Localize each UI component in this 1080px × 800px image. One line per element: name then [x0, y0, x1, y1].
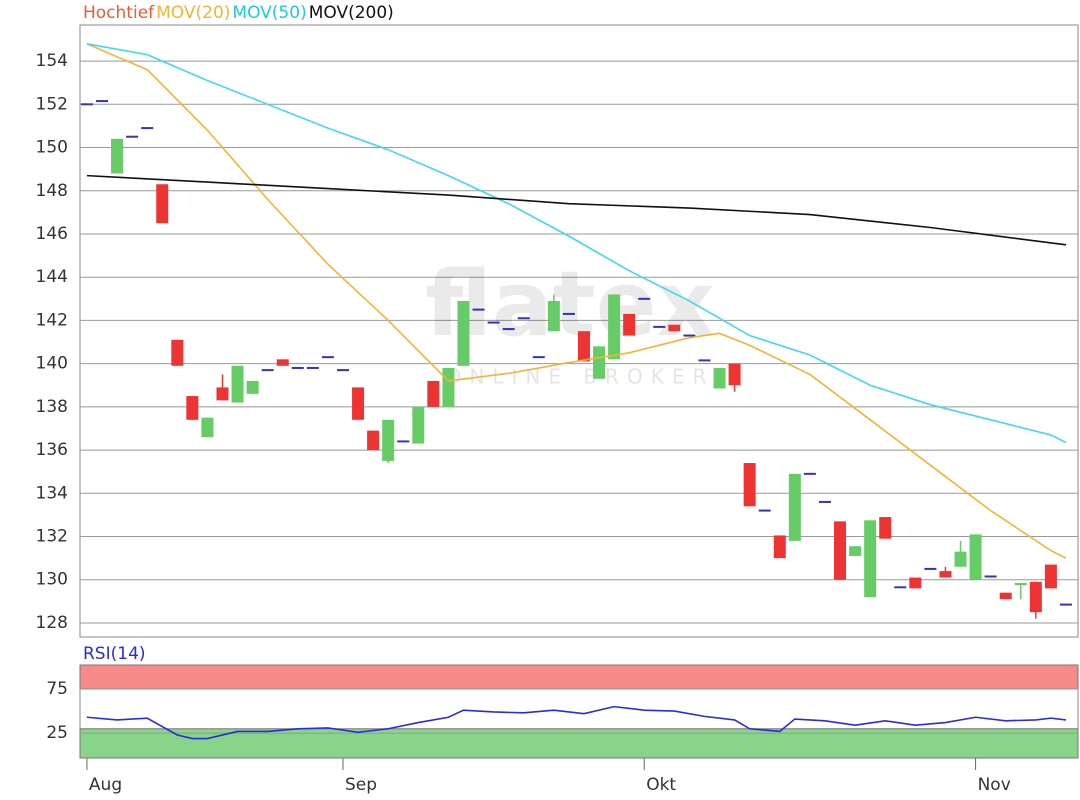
y-tick-label: 132 — [36, 527, 68, 547]
candle-body — [803, 472, 816, 475]
candle-body — [201, 417, 214, 438]
rsi-band — [79, 664, 1079, 690]
candle-body — [864, 520, 877, 598]
candle-body — [186, 396, 199, 420]
candle-body — [562, 312, 575, 315]
candle-body — [954, 551, 967, 567]
x-tick-label: Sep — [345, 775, 377, 795]
candle-body — [80, 103, 93, 106]
moving-average — [86, 174, 1067, 246]
y-tick-label: 142 — [36, 310, 68, 330]
candle-body — [788, 473, 801, 541]
candle-body — [984, 575, 997, 578]
candle-body — [773, 535, 786, 559]
candle-body — [487, 321, 500, 324]
candle-body — [111, 138, 124, 174]
candle-body — [457, 300, 470, 366]
legend-label: RSI(14) — [83, 644, 146, 664]
y-tick-label: 146 — [36, 224, 68, 244]
candle-body — [547, 300, 560, 332]
candle-body — [1044, 564, 1057, 589]
candle-body — [367, 430, 380, 451]
candle-body — [608, 294, 621, 360]
x-tick-label: Okt — [646, 775, 676, 795]
watermark: flatex — [425, 252, 715, 357]
candle-body — [713, 367, 726, 389]
legend-label: MOV(50) — [232, 3, 306, 23]
x-tick-label: Aug — [89, 775, 122, 795]
candle-body — [382, 419, 395, 461]
candle-body — [321, 356, 334, 359]
y-tick-label: 130 — [36, 570, 68, 590]
candle-body — [577, 331, 590, 362]
candle-body — [352, 387, 365, 420]
y-tick-label: 144 — [36, 267, 68, 287]
candle-body — [171, 339, 184, 366]
candle-body — [1029, 581, 1042, 613]
candle-body — [909, 577, 922, 589]
candle-body — [336, 369, 349, 372]
candle-body — [818, 500, 831, 503]
y-tick-label: 150 — [36, 138, 68, 158]
candle-body — [999, 592, 1012, 600]
candle-body — [427, 380, 440, 407]
candle-body — [246, 380, 259, 394]
candle-body — [939, 571, 952, 578]
candle-body — [442, 367, 455, 407]
candle-body — [216, 387, 229, 401]
candle-body — [231, 365, 244, 403]
candle-body — [879, 517, 892, 539]
candle-body — [698, 359, 711, 362]
candle-body — [834, 521, 847, 580]
candle-body — [532, 356, 545, 359]
candle-body — [743, 463, 756, 507]
y-tick-label: 148 — [36, 181, 68, 201]
y-tick-label: 138 — [36, 397, 68, 417]
candle-body — [849, 546, 862, 556]
legend-label: Hochtief — [83, 3, 155, 23]
candle-body — [276, 359, 289, 366]
candle-body — [1014, 582, 1027, 586]
candle-body — [126, 135, 139, 138]
y-tick-label: 75 — [46, 679, 68, 699]
y-tick-label: 25 — [46, 723, 68, 743]
y-tick-label: 154 — [36, 51, 68, 71]
candle-body — [517, 317, 530, 320]
y-tick-label: 134 — [36, 483, 68, 503]
moving-average — [86, 43, 1067, 444]
candle-body — [291, 366, 304, 369]
candle-body — [969, 534, 982, 580]
y-tick-label: 136 — [36, 440, 68, 460]
candle-body — [683, 334, 696, 337]
moving-average — [86, 43, 1067, 559]
candle-body — [593, 346, 606, 379]
candle-body — [728, 363, 741, 386]
legend-label: MOV(20) — [156, 3, 230, 23]
candle-body — [472, 308, 485, 311]
candle-body — [758, 509, 771, 512]
rsi-line — [86, 705, 1067, 740]
candle-body — [261, 369, 274, 372]
candle-body — [502, 328, 515, 331]
candle-body — [894, 586, 907, 589]
candle-body — [95, 100, 108, 103]
candle-body — [397, 440, 410, 443]
y-tick-label: 152 — [36, 94, 68, 114]
candle-body — [156, 184, 169, 224]
y-tick-label: 140 — [36, 354, 68, 374]
candle-body — [668, 324, 681, 332]
plot-area — [79, 24, 1079, 638]
candle-body — [306, 366, 319, 369]
candle-body — [924, 567, 937, 570]
candle-body — [141, 127, 154, 130]
candle-body — [412, 406, 425, 444]
y-tick-label: 128 — [36, 613, 68, 633]
candle-body — [1059, 603, 1072, 606]
candle-body — [638, 297, 651, 300]
candle-body — [653, 325, 666, 328]
x-tick-label: Nov — [978, 775, 1011, 795]
candle-body — [623, 313, 636, 336]
legend-label: MOV(200) — [309, 3, 394, 23]
